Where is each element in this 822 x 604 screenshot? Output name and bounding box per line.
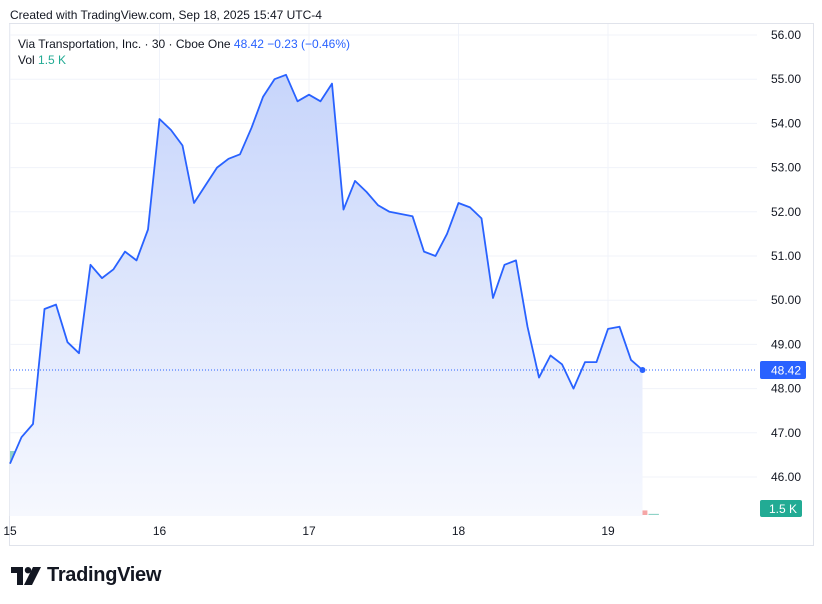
- y-tick-label: 56.00: [771, 28, 801, 42]
- y-tick-label: 55.00: [771, 72, 801, 86]
- volume-tag: [760, 500, 802, 517]
- volume-label[interactable]: Vol: [18, 53, 35, 67]
- chart-legend: Via Transportation, Inc. · 30 · Cboe One…: [18, 36, 350, 68]
- x-tick-label: 17: [302, 524, 316, 538]
- y-tick-label: 48.00: [771, 382, 801, 396]
- y-tick-label: 52.00: [771, 205, 801, 219]
- x-tick-label: 16: [153, 524, 167, 538]
- price-line: [9, 73, 644, 465]
- price-axis[interactable]: 56.00 55.00 54.00 53.00 52.00 51.00 50.00 49.00…: [771, 28, 801, 484]
- x-tick-label: 15: [3, 524, 17, 538]
- tradingview-logo[interactable]: TradingView: [11, 564, 161, 587]
- last-price-dot: [639, 367, 646, 374]
- area-fill: [10, 74, 643, 517]
- tradingview-wordmark: TradingView: [47, 564, 162, 586]
- x-tick-label: 18: [452, 524, 466, 538]
- export-caption: Created with TradingView.com, Sep 18, 20…: [10, 8, 322, 22]
- last-price: 48.42: [233, 37, 264, 51]
- y-tick-label: 50.00: [771, 293, 801, 307]
- volume-bar: [648, 513, 659, 515]
- volume-tag-label: 1.5 K: [769, 502, 797, 516]
- price-area: [9, 73, 757, 517]
- price-change: −0.23 (−0.46%): [267, 37, 351, 51]
- time-axis[interactable]: 15 16 17 18 19: [3, 524, 615, 538]
- tradingview-logo-icon: [11, 566, 41, 585]
- y-tick-label: 54.00: [771, 116, 801, 130]
- y-tick-label: 53.00: [771, 161, 801, 175]
- y-tick-label: 46.00: [771, 470, 801, 484]
- symbol-title[interactable]: Via Transportation, Inc. · 30 · Cboe One: [18, 37, 231, 51]
- volume-value: 1.5 K: [38, 53, 67, 67]
- last-price-tag-label: 48.42: [771, 364, 801, 378]
- axis-tags: 48.42 1.5 K: [760, 361, 806, 517]
- y-tick-label: 47.00: [771, 426, 801, 440]
- x-tick-label: 19: [601, 524, 615, 538]
- y-tick-label: 51.00: [771, 249, 801, 263]
- last-price-tag: [760, 361, 806, 380]
- y-tick-label: 49.00: [771, 337, 801, 351]
